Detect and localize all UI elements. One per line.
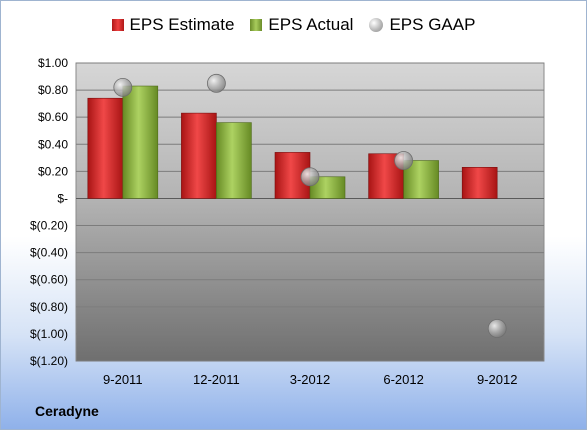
point-eps-gaap [300, 167, 320, 187]
legend-label-gaap: EPS GAAP [389, 15, 476, 34]
legend-item-gaap: EPS GAAP [369, 15, 475, 35]
legend-label-actual: EPS Actual [268, 15, 354, 34]
x-tick-label: 3-2012 [290, 372, 330, 387]
legend-item-estimate: EPS Estimate [111, 15, 235, 35]
y-tick-label: $(1.20) [30, 354, 68, 368]
y-axis: $1.00 $0.80 $0.60 $0.40 $0.20 $- $(0.20) $(0.40… [30, 56, 68, 368]
y-tick-label: $(1.00) [30, 327, 68, 341]
y-tick-label: $0.40 [38, 137, 68, 151]
y-tick-label: $(0.80) [30, 300, 68, 314]
y-tick-label: $0.60 [38, 110, 68, 124]
legend: EPS Estimate EPS Actual EPS GAAP [1, 15, 586, 35]
point-eps-gaap [113, 77, 133, 97]
bar-eps-actual [309, 176, 346, 199]
x-tick-label: 9-2011 [103, 372, 143, 387]
x-tick-label: 9-2012 [477, 372, 517, 387]
legend-swatch-actual [250, 19, 263, 31]
bar-eps-estimate [87, 97, 124, 199]
y-tick-label: $0.80 [38, 83, 68, 97]
legend-item-actual: EPS Actual [250, 15, 353, 35]
x-tick-label: 6-2012 [383, 372, 423, 387]
legend-label-estimate: EPS Estimate [129, 15, 235, 34]
point-eps-gaap [394, 151, 414, 170]
company-name: Ceradyne [35, 403, 99, 419]
y-tick-label: $- [57, 191, 68, 205]
bar-eps-estimate [461, 167, 498, 199]
bar-eps-actual [122, 85, 159, 199]
bar-eps-actual [216, 122, 252, 199]
y-tick-label: $(0.60) [30, 273, 68, 287]
bar-eps-estimate [181, 112, 217, 199]
point-eps-gaap [206, 73, 226, 93]
point-eps-gaap [487, 319, 507, 338]
x-axis: 9-2011 12-2011 3-2012 6-2012 9-2012 [103, 372, 517, 387]
bars [87, 85, 498, 199]
x-tick-label: 12-2011 [193, 372, 240, 387]
y-tick-label: $(0.40) [30, 246, 68, 260]
y-tick-label: $(0.20) [30, 219, 68, 233]
gaap-markers [113, 73, 507, 338]
y-tick-label: $1.00 [38, 56, 68, 70]
legend-swatch-estimate [111, 19, 124, 31]
y-tick-label: $0.20 [38, 164, 68, 178]
legend-swatch-gaap [369, 18, 384, 32]
